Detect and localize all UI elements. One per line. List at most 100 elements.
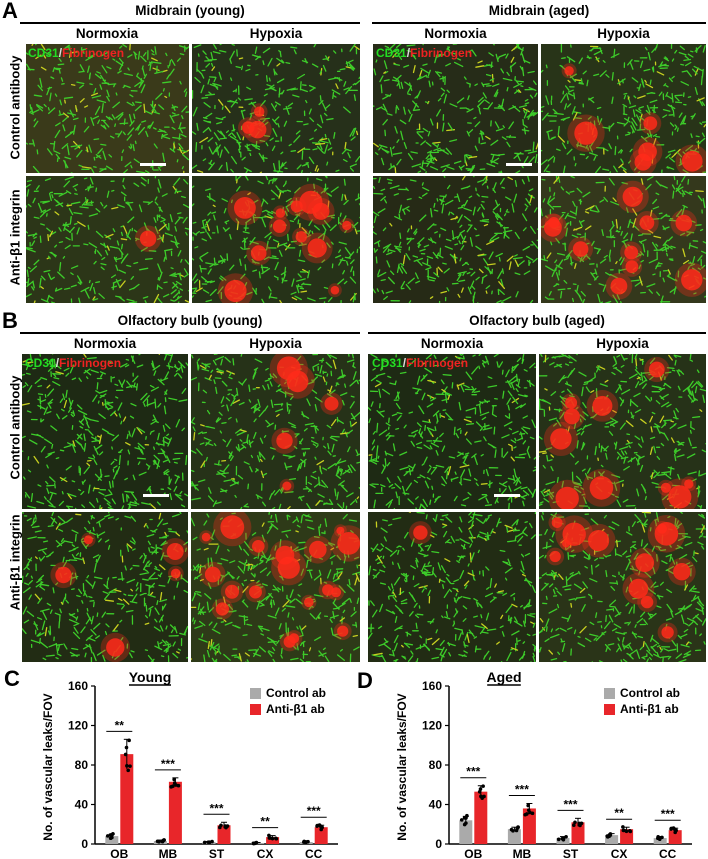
micrograph-b-aged-normoxia-control xyxy=(368,354,536,509)
micrograph-a-young-hypoxia-control xyxy=(192,44,360,173)
col-head-normoxia: Normoxia xyxy=(73,336,137,351)
significance-label: *** xyxy=(661,807,675,821)
significance-label: ** xyxy=(115,718,125,732)
legend-swatch xyxy=(250,688,261,699)
y-tick-label: 120 xyxy=(422,719,442,733)
y-tick-label: 80 xyxy=(429,758,443,772)
data-point xyxy=(573,820,577,825)
data-point xyxy=(481,784,485,788)
bar-anti-1-ab-cc xyxy=(668,830,682,844)
group-title-midbrain-aged: Midbrain (aged) xyxy=(488,3,590,18)
x-category-label: ST xyxy=(563,847,579,859)
data-point xyxy=(219,823,223,828)
data-point xyxy=(656,835,660,839)
data-point xyxy=(530,811,535,816)
micrograph-a-aged-hypoxia-control xyxy=(541,44,706,173)
chart-title: Aged xyxy=(487,669,522,685)
y-tick-label: 0 xyxy=(81,837,88,851)
col-head-normoxia: Normoxia xyxy=(420,336,484,351)
group-underline xyxy=(20,332,360,334)
stain-label: CD31/Fibrinogen xyxy=(372,356,469,370)
data-point xyxy=(526,803,530,808)
row-label-anti-b1-integrin: Anti-β1 integrin xyxy=(7,514,23,611)
micrograph-b-young-normoxia-anti xyxy=(22,512,188,662)
micrograph-b-aged-hypoxia-control xyxy=(539,354,706,509)
y-axis-label: No. of vascular leaks/FOV xyxy=(41,693,55,840)
micrograph-a-young-normoxia-anti xyxy=(26,176,189,303)
significance-label: *** xyxy=(209,801,223,815)
x-category-label: ST xyxy=(209,847,225,859)
data-point xyxy=(572,823,576,828)
data-point xyxy=(482,794,486,799)
data-point xyxy=(605,834,610,839)
group-title-olfactory-aged: Olfactory bulb (aged) xyxy=(469,313,605,328)
panel-letter-c: C xyxy=(4,666,20,691)
bar-anti-1-ab-st xyxy=(217,825,231,844)
data-point xyxy=(251,841,256,846)
micrograph-b-aged-hypoxia-anti xyxy=(539,512,706,662)
bar-anti-1-ab-cx xyxy=(266,837,280,844)
col-head-hypoxia: Hypoxia xyxy=(249,26,303,41)
panel-letter-d: D xyxy=(357,668,373,693)
data-point xyxy=(669,827,673,831)
data-point xyxy=(628,829,633,834)
data-point xyxy=(172,777,176,782)
x-category-label: CX xyxy=(611,847,628,859)
y-axis-label: No. of vascular leaks/FOV xyxy=(395,693,409,840)
y-tick-label: 40 xyxy=(429,798,443,812)
panel-letter-a: A xyxy=(2,0,18,23)
data-point xyxy=(157,840,161,844)
micrograph-a-young-normoxia-control xyxy=(26,44,189,173)
data-point xyxy=(128,764,132,768)
data-point xyxy=(511,829,515,833)
data-point xyxy=(459,818,464,822)
stain-label: CD31/Fibrinogen xyxy=(25,356,122,370)
data-point xyxy=(207,840,211,845)
data-point xyxy=(125,764,129,768)
significance-label: *** xyxy=(563,797,577,811)
group-underline xyxy=(368,332,706,334)
significance-label: ** xyxy=(260,815,270,829)
x-category-label: OB xyxy=(110,847,128,859)
y-tick-label: 80 xyxy=(75,758,89,772)
micrograph-b-young-normoxia-control xyxy=(22,354,188,509)
bar-anti-1-ab-ob xyxy=(120,754,134,844)
group-title-olfactory-young: Olfactory bulb (young) xyxy=(117,313,263,328)
data-point xyxy=(108,833,113,837)
row-label-control-antibody: Control antibody xyxy=(7,55,23,160)
data-point xyxy=(556,837,561,842)
data-point xyxy=(126,768,130,773)
x-category-label: CC xyxy=(659,847,677,859)
y-tick-label: 160 xyxy=(422,679,442,693)
micrograph-a-aged-normoxia-anti xyxy=(373,176,538,303)
legend-label: Control ab xyxy=(266,686,326,700)
data-point xyxy=(674,828,678,833)
stain-label: CD31/Fibrinogen xyxy=(28,46,125,60)
data-point xyxy=(564,834,568,839)
micrograph-a-young-hypoxia-anti xyxy=(192,176,360,303)
bar-anti-1-ab-cc xyxy=(314,827,328,844)
significance-label: *** xyxy=(307,804,321,818)
x-category-label: CC xyxy=(305,847,323,859)
bar-control-ab-ob xyxy=(105,836,119,844)
data-point xyxy=(561,837,565,841)
scale-bar xyxy=(140,163,166,166)
data-point xyxy=(123,752,128,757)
data-point xyxy=(660,835,664,840)
micrograph-a-aged-hypoxia-anti xyxy=(541,176,706,303)
data-point xyxy=(320,825,324,830)
col-head-hypoxia: Hypoxia xyxy=(597,26,650,41)
bar-control-ab-ob xyxy=(459,820,473,844)
scale-bar xyxy=(494,494,520,497)
data-point xyxy=(477,789,482,794)
chart-title: Young xyxy=(129,669,172,685)
data-point xyxy=(621,828,626,833)
bar-anti-1-ab-st xyxy=(571,822,585,844)
row-label-anti-b1-integrin: Anti-β1 integrin xyxy=(7,189,23,286)
x-category-label: CX xyxy=(257,847,274,859)
group-underline xyxy=(372,22,706,24)
data-point xyxy=(127,738,131,743)
significance-label: *** xyxy=(161,757,175,771)
data-point xyxy=(479,794,483,799)
data-point xyxy=(621,825,625,829)
